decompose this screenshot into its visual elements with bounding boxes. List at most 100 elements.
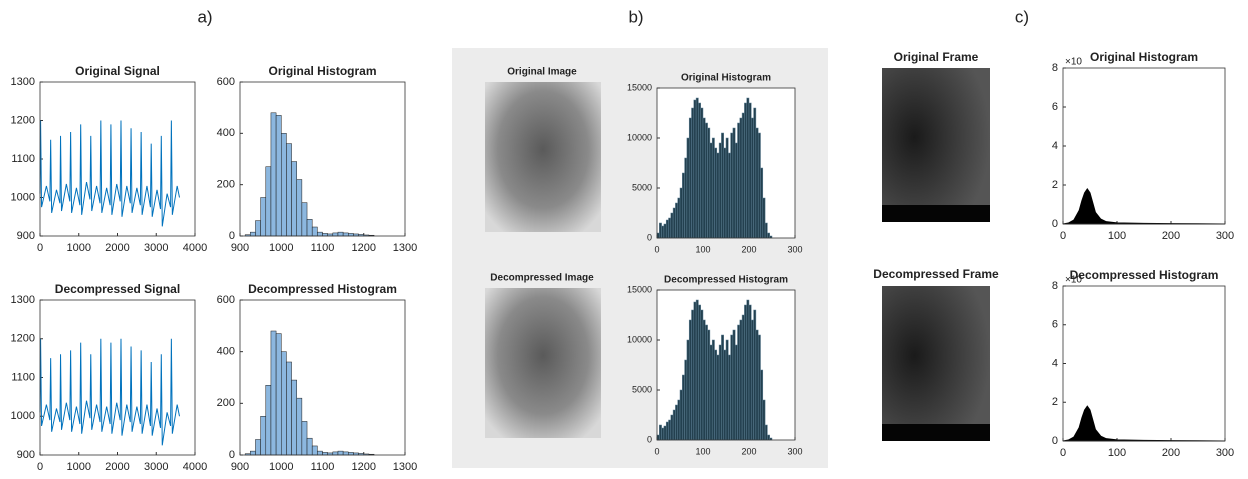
chart-title: Original Signal xyxy=(75,64,160,78)
x-tick-label: 0 xyxy=(1060,230,1066,242)
histogram-bar xyxy=(753,309,757,441)
histogram-bar xyxy=(746,299,750,441)
histogram-bar xyxy=(730,132,734,239)
image xyxy=(485,288,601,438)
histogram-bar xyxy=(255,220,261,237)
y-tick-label: 5000 xyxy=(632,182,652,192)
histogram-bar xyxy=(700,309,704,441)
x-tick-label: 200 xyxy=(1162,230,1180,242)
histogram-bar xyxy=(723,147,727,239)
histogram-bar xyxy=(760,369,764,441)
image-title: Original Image xyxy=(507,67,577,78)
histogram-bar xyxy=(734,344,738,441)
y-tick-label: 10000 xyxy=(627,334,652,344)
histogram-bar xyxy=(762,197,766,239)
histogram-bar xyxy=(260,197,267,237)
x-tick-label: 1100 xyxy=(311,461,335,473)
x-tick-label: 1000 xyxy=(67,461,91,473)
histogram-bar xyxy=(709,344,713,441)
histogram-bar xyxy=(286,361,292,456)
x-tick-label: 1100 xyxy=(311,242,335,254)
y-tick-label: 4 xyxy=(1052,357,1058,369)
histogram-bar xyxy=(732,329,736,441)
x-tick-label: 100 xyxy=(1108,230,1126,242)
histogram-bar xyxy=(705,324,708,441)
x-tick-label: 3000 xyxy=(144,242,168,254)
histogram-bar xyxy=(670,212,674,239)
histogram-bar xyxy=(757,334,761,441)
histogram-bar xyxy=(668,419,672,441)
histogram-bar xyxy=(332,451,339,456)
y-tick-label: 0 xyxy=(1052,218,1058,230)
y-tick-label: 6 xyxy=(1052,101,1058,113)
histogram-bar xyxy=(725,339,729,441)
histogram-bar xyxy=(688,319,692,441)
histogram-bar xyxy=(755,329,759,441)
x-tick-label: 1000 xyxy=(67,242,91,254)
x-tick-label: 2000 xyxy=(105,461,129,473)
x-tick-label: 4000 xyxy=(183,242,207,254)
histogram-bar xyxy=(679,187,683,239)
histogram-bar xyxy=(688,117,692,239)
histogram-bar xyxy=(275,333,282,456)
histogram-bar xyxy=(265,385,272,456)
y-tick-label: 1000 xyxy=(11,410,35,422)
histogram-bar xyxy=(296,179,303,237)
y-tick-label: 6 xyxy=(1052,319,1058,331)
histogram-bar xyxy=(306,437,313,456)
histogram-bar xyxy=(741,112,745,239)
histogram-bar xyxy=(757,132,761,239)
x-tick-label: 200 xyxy=(741,244,756,254)
histogram-bar xyxy=(665,219,669,239)
histogram-bar xyxy=(725,137,729,239)
histogram-bar xyxy=(677,399,681,441)
histogram-bar xyxy=(705,122,708,239)
y-tick-label: 600 xyxy=(217,294,235,306)
histogram-bar xyxy=(250,231,256,237)
y-tick-label: 0 xyxy=(229,449,235,461)
x-tick-label: 100 xyxy=(695,446,710,456)
histogram-bar xyxy=(672,409,676,441)
panel-label: b) xyxy=(628,7,643,26)
histogram-bar xyxy=(695,299,699,441)
histogram-bar xyxy=(698,102,701,239)
histogram-bar xyxy=(301,421,308,456)
y-tick-label: 15000 xyxy=(627,284,652,294)
histogram-bar xyxy=(255,439,261,456)
histogram-bar xyxy=(693,301,697,441)
image-footer xyxy=(882,424,990,441)
histogram-bar xyxy=(659,424,662,441)
image xyxy=(485,82,601,232)
histogram-bar xyxy=(684,359,688,441)
image-title: Decompressed Image xyxy=(490,273,594,284)
histogram-bar xyxy=(686,137,690,239)
x-tick-label: 300 xyxy=(787,244,802,254)
x-tick-label: 100 xyxy=(1108,447,1126,459)
axes-box xyxy=(239,299,406,456)
histogram-bar xyxy=(716,354,720,441)
histogram-bar xyxy=(675,202,678,239)
histogram-bar xyxy=(728,354,731,441)
histogram-bar xyxy=(682,172,685,239)
chart-title: Decompressed Signal xyxy=(55,282,180,296)
y-tick-label: 4 xyxy=(1052,140,1058,152)
y-multiplier: ×10 xyxy=(1065,57,1082,68)
histogram-bar xyxy=(301,202,308,237)
x-tick-label: 100 xyxy=(695,244,710,254)
histogram-bar xyxy=(711,137,715,239)
y-tick-label: 1100 xyxy=(11,153,35,165)
y-tick-label: 2 xyxy=(1052,396,1058,408)
chart-title: Decompressed Histogram xyxy=(1070,268,1219,282)
axes-box xyxy=(39,81,196,237)
histogram-bar xyxy=(663,223,667,239)
x-tick-label: 0 xyxy=(654,446,659,456)
histogram-bar xyxy=(342,232,349,237)
y-tick-label: 8 xyxy=(1052,280,1058,292)
y-tick-label: 900 xyxy=(17,230,35,242)
histogram-bar xyxy=(275,115,282,237)
y-tick-label: 200 xyxy=(217,179,235,191)
x-tick-label: 0 xyxy=(37,242,43,254)
histogram-bar xyxy=(723,349,727,441)
x-tick-label: 300 xyxy=(1216,230,1234,242)
histogram-bar xyxy=(270,330,277,456)
